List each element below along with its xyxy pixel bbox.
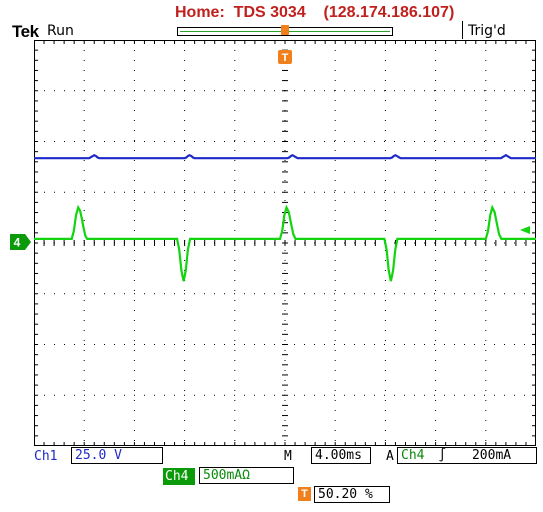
trigger-level-arrow	[520, 226, 530, 234]
trigger-position-value[interactable]: 50.20 %	[314, 486, 390, 503]
ch1-waveform	[34, 155, 536, 158]
ch1-scale[interactable]: 25.0 V	[71, 447, 163, 464]
trigger-source: Ch4	[401, 448, 424, 463]
run-state: Run	[47, 23, 74, 39]
trigger-marker-label: T	[282, 52, 289, 64]
ch4-scale[interactable]: 500mAΩ	[199, 467, 294, 484]
trigger-mode: A	[386, 449, 394, 464]
trigger-state: Trig'd	[468, 23, 506, 39]
ch4-marker-label: 4	[14, 236, 21, 250]
trigger-position-icon: T	[298, 487, 311, 501]
graticule	[34, 40, 536, 446]
trigger-settings[interactable]: Ch4 ∫ 200mA	[397, 447, 537, 464]
brand-logo: Tek	[12, 22, 39, 42]
rising-edge-icon: ∫	[438, 448, 446, 463]
window-title: Home: TDS 3034 (128.174.186.107)	[175, 4, 454, 22]
waveform-display[interactable]	[34, 40, 536, 446]
timebase-prefix: M	[284, 449, 292, 464]
ch4-ground-marker[interactable]: 4	[10, 234, 32, 250]
ch4-label[interactable]: Ch4	[163, 468, 195, 485]
ch1-label[interactable]: Ch1	[34, 449, 57, 464]
timebase-value[interactable]: 4.00ms	[311, 447, 371, 464]
trigger-position-marker[interactable]: T	[277, 24, 293, 66]
trigger-level: 200mA	[472, 448, 511, 463]
